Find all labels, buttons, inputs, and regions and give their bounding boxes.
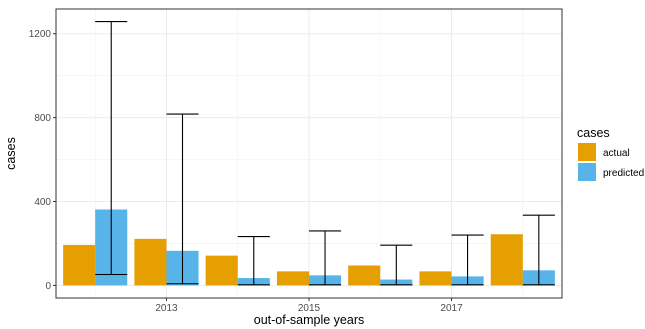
- x-axis-title: out-of-sample years: [254, 313, 364, 327]
- legend-title: cases: [577, 126, 610, 140]
- legend-key-actual: [578, 143, 596, 161]
- x-tick-label: 2015: [298, 303, 321, 314]
- bar-actual: [419, 271, 452, 286]
- error-bars: [95, 21, 555, 286]
- major-gridlines: [56, 9, 562, 298]
- legend: cases actual predicted: [577, 126, 644, 181]
- y-tick-label: 400: [34, 197, 51, 208]
- x-tick-label: 2017: [440, 303, 463, 314]
- y-axis-title: cases: [4, 137, 18, 170]
- x-axis: 2013 2015 2017: [155, 298, 463, 314]
- bar-actual: [63, 244, 96, 286]
- y-axis: 0 400 800 1200: [29, 29, 56, 292]
- legend-label-predicted: predicted: [603, 168, 644, 179]
- bar-actual: [134, 238, 167, 286]
- bar-actual: [205, 255, 238, 286]
- bar-actual: [490, 234, 523, 286]
- legend-key-predicted: [578, 163, 596, 181]
- legend-label-actual: actual: [603, 148, 630, 159]
- y-tick-label: 800: [34, 113, 51, 124]
- bar-actual: [276, 271, 309, 286]
- bar-actual: [348, 265, 381, 286]
- x-tick-label: 2013: [155, 303, 178, 314]
- y-tick-label: 0: [45, 281, 51, 292]
- y-tick-label: 1200: [29, 29, 52, 40]
